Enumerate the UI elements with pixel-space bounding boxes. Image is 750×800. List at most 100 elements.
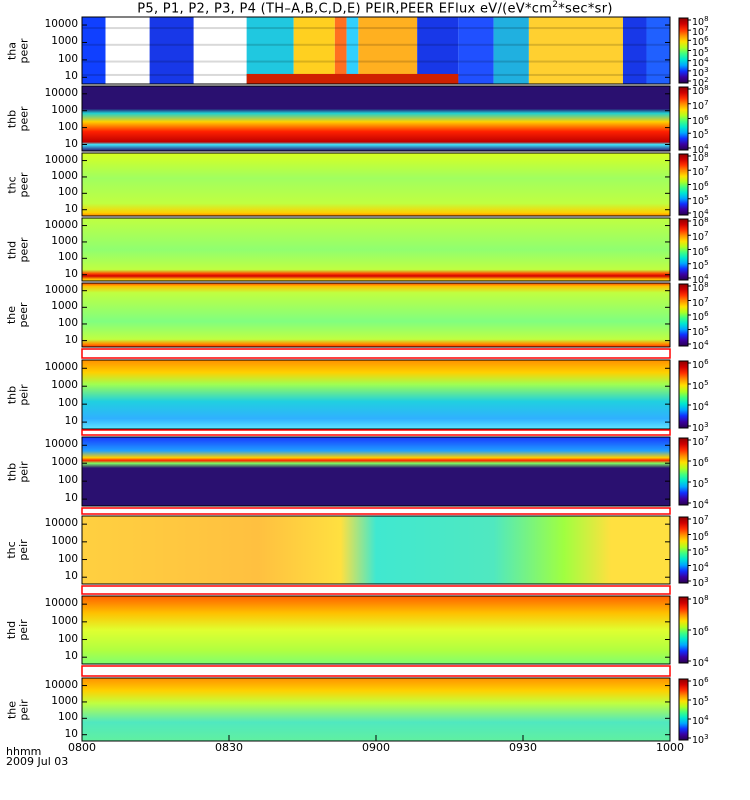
panel-ylabel-line: thc — [5, 175, 18, 194]
y-tick-label: 100 — [57, 120, 78, 133]
colorbar-tick-label: 105 — [692, 258, 709, 272]
colorbar — [678, 678, 689, 741]
panel-ylabel: thb peir — [5, 437, 30, 506]
y-tick-label: 10000 — [44, 438, 78, 451]
flux-field — [82, 218, 670, 281]
spectrogram-panel-7 — [81, 436, 691, 507]
colorbar-tick-label: 105 — [692, 477, 709, 491]
panel-ylabel: thd peir — [5, 596, 30, 664]
panel-ylabel-line: tha — [5, 41, 18, 60]
colorbar-tick-label: 104 — [692, 143, 709, 157]
colorbar-tick-label: 105 — [692, 695, 709, 709]
y-tick-label: 10000 — [44, 86, 78, 99]
y-tick-label: 10 — [64, 492, 78, 505]
flux-field — [82, 516, 670, 584]
colorbar-tick-label: 103 — [692, 733, 709, 747]
panel-ylabel: thb peer — [5, 86, 30, 151]
panel-separator — [81, 585, 671, 595]
y-tick-label: 10000 — [44, 597, 78, 610]
y-tick-label: 100 — [57, 474, 78, 487]
colorbar-tick-label: 108 — [692, 151, 709, 165]
colorbar — [678, 17, 689, 84]
panel-ylabel-line: peir — [17, 539, 30, 561]
y-tick-label: 10000 — [44, 678, 78, 691]
data-block — [82, 17, 106, 84]
data-block — [528, 17, 623, 84]
colorbar-tick-label: 104 — [692, 560, 709, 574]
data-block — [193, 17, 247, 84]
data-block — [646, 17, 670, 84]
panel-frame — [81, 515, 671, 585]
x-axis-header: hhmm 2009 Jul 03 — [6, 745, 68, 767]
colorbar-tick-label: 106 — [692, 358, 709, 372]
y-tick-label: 10 — [64, 267, 78, 280]
panel-separator — [81, 429, 671, 436]
colorbar-tick-label: 105 — [692, 324, 709, 338]
panel-frame — [81, 595, 671, 665]
title-text: P5, P1, P2, P3, P4 (TH–A,B,C,D,E) PEIR,P… — [137, 1, 553, 17]
panel-ylabel-line: thb — [5, 385, 18, 404]
flux-field — [82, 153, 670, 216]
y-tick-label: 1000 — [51, 103, 78, 116]
y-tick-label: 100 — [57, 186, 78, 199]
y-tick-label: 100 — [57, 711, 78, 724]
panel-ylabel-line: peer — [17, 171, 30, 198]
colorbar-tick-label: 106 — [692, 113, 709, 127]
colorbar-tick-label: 105 — [692, 379, 709, 393]
colorbar-tick-label: 106 — [692, 529, 709, 543]
colorbar-tick-label: 104 — [692, 208, 709, 222]
panel-ylabel-line: thb — [5, 462, 18, 481]
data-block — [493, 17, 529, 84]
colorbar-tick-label: 108 — [692, 84, 709, 98]
colorbar-tick-label: 108 — [692, 594, 709, 608]
colorbar — [678, 218, 689, 281]
spectrogram-panel-10 — [81, 677, 691, 742]
y-tick-label: 10 — [64, 570, 78, 583]
colorbar-tick-label: 105 — [692, 128, 709, 142]
panel-ylabel-line: thd — [5, 240, 18, 259]
y-tick-label: 1000 — [51, 614, 78, 627]
panel-separator — [81, 665, 671, 677]
colorbar-tick-label: 106 — [692, 179, 709, 193]
colorbar — [678, 516, 689, 584]
colorbar-tick-label: 104 — [692, 55, 709, 69]
colorbar-tick-label: 107 — [692, 25, 709, 39]
panel-ylabel: tha peer — [5, 17, 30, 84]
colorbar-tick-label: 106 — [692, 244, 709, 258]
colorbar-tick-label: 103 — [692, 576, 709, 590]
panel-frame — [81, 359, 671, 430]
data-stripe — [82, 60, 670, 63]
colorbar-tick-label: 104 — [692, 714, 709, 728]
y-tick-label: 10000 — [44, 218, 78, 231]
panel-ylabel: the peir — [5, 678, 30, 741]
colorbar-tick-label: 105 — [692, 193, 709, 207]
colorbar-tick-label: 106 — [692, 625, 709, 639]
x-tick-label: 0900 — [362, 741, 390, 754]
panel-frame — [81, 436, 671, 507]
data-block — [346, 17, 359, 84]
y-tick-label: 100 — [57, 632, 78, 645]
panel-ylabel-line: peer — [17, 302, 30, 328]
colorbar-tick-label: 107 — [692, 514, 709, 528]
panel-ylabel: thd peer — [5, 218, 30, 281]
x-tick-label: 0830 — [215, 741, 243, 754]
colorbar-tick-label: 103 — [692, 65, 709, 79]
y-tick-label: 10 — [64, 727, 78, 740]
panel-ylabel-line: peir — [17, 619, 30, 641]
panel-separator — [81, 507, 671, 515]
panel-frame — [81, 152, 671, 217]
colorbar-tick-label: 104 — [692, 339, 709, 353]
y-tick-label: 10000 — [44, 361, 78, 374]
colorbar-tick-label: 104 — [692, 400, 709, 414]
data-block — [293, 17, 335, 84]
colorbar-tick-label: 107 — [692, 165, 709, 179]
y-tick-label: 10000 — [44, 153, 78, 166]
title-text-end: *sec*sr) — [558, 1, 613, 17]
panel-ylabel-line: peer — [17, 105, 30, 132]
y-tick-label: 10000 — [44, 283, 78, 296]
x-axis-units: hhmm — [6, 745, 42, 758]
title-superscript: 2 — [552, 0, 559, 10]
data-block — [105, 17, 150, 84]
flux-field — [82, 596, 670, 664]
